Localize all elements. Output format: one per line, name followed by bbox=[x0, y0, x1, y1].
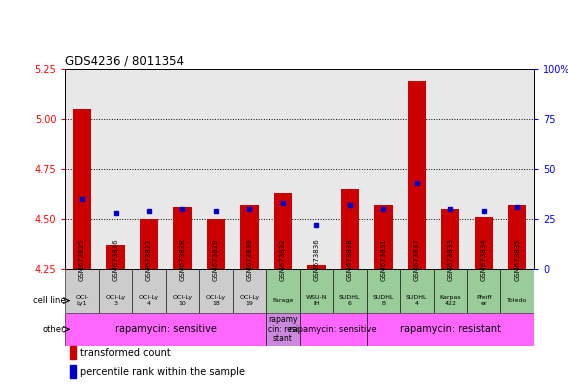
Bar bbox=[374, 205, 392, 269]
Bar bbox=[70, 346, 76, 359]
Text: rapamy
cin: resi
stant: rapamy cin: resi stant bbox=[268, 315, 298, 343]
Text: SUDHL
4: SUDHL 4 bbox=[406, 295, 428, 306]
Bar bbox=[333, 269, 366, 313]
Text: SUDHL
8: SUDHL 8 bbox=[373, 295, 394, 306]
Text: Karpas
422: Karpas 422 bbox=[440, 295, 461, 306]
Text: Farage: Farage bbox=[272, 298, 294, 303]
Text: GSM673829: GSM673829 bbox=[213, 238, 219, 281]
Bar bbox=[132, 269, 166, 313]
Bar bbox=[400, 269, 433, 313]
Bar bbox=[73, 109, 91, 269]
Text: rapamycin: sensitive: rapamycin: sensitive bbox=[115, 324, 216, 334]
Bar bbox=[207, 219, 225, 269]
Bar bbox=[65, 313, 266, 346]
Text: SUDHL
6: SUDHL 6 bbox=[339, 295, 361, 306]
Text: GSM673832: GSM673832 bbox=[280, 238, 286, 281]
Text: other: other bbox=[43, 325, 65, 334]
Bar bbox=[173, 207, 191, 269]
Text: Pfeiff
er: Pfeiff er bbox=[476, 295, 491, 306]
Bar bbox=[500, 269, 534, 313]
Text: GSM673827: GSM673827 bbox=[146, 238, 152, 281]
Bar bbox=[65, 269, 99, 313]
Bar bbox=[106, 245, 125, 269]
Bar bbox=[233, 269, 266, 313]
Bar bbox=[70, 365, 76, 378]
Text: OCI-Ly
19: OCI-Ly 19 bbox=[239, 295, 260, 306]
Bar bbox=[408, 81, 426, 269]
Bar bbox=[99, 269, 132, 313]
Text: OCI-Ly
10: OCI-Ly 10 bbox=[173, 295, 193, 306]
Text: GSM673837: GSM673837 bbox=[414, 238, 420, 281]
Bar bbox=[307, 265, 325, 269]
Text: WSU-N
IH: WSU-N IH bbox=[306, 295, 327, 306]
Text: cell line: cell line bbox=[33, 296, 65, 305]
Text: GDS4236 / 8011354: GDS4236 / 8011354 bbox=[65, 55, 185, 68]
Text: GSM673838: GSM673838 bbox=[347, 238, 353, 281]
Bar bbox=[274, 193, 292, 269]
Bar bbox=[266, 269, 300, 313]
Text: OCI-
Ly1: OCI- Ly1 bbox=[76, 295, 89, 306]
Bar bbox=[199, 269, 233, 313]
Bar bbox=[166, 269, 199, 313]
Bar bbox=[140, 219, 158, 269]
Text: GSM673836: GSM673836 bbox=[314, 238, 319, 281]
Text: rapamycin: resistant: rapamycin: resistant bbox=[400, 324, 501, 334]
Text: GSM673825: GSM673825 bbox=[79, 239, 85, 281]
Text: GSM673828: GSM673828 bbox=[179, 238, 186, 281]
Bar bbox=[366, 313, 534, 346]
Bar bbox=[341, 189, 359, 269]
Bar bbox=[474, 217, 493, 269]
Text: GSM673831: GSM673831 bbox=[381, 238, 386, 281]
Bar bbox=[300, 269, 333, 313]
Text: Toledo: Toledo bbox=[507, 298, 527, 303]
Bar bbox=[300, 313, 366, 346]
Bar bbox=[366, 269, 400, 313]
Bar bbox=[508, 205, 527, 269]
Bar bbox=[467, 269, 500, 313]
Bar bbox=[441, 209, 460, 269]
Text: GSM673833: GSM673833 bbox=[447, 238, 453, 281]
Text: OCI-Ly
3: OCI-Ly 3 bbox=[106, 295, 126, 306]
Bar bbox=[433, 269, 467, 313]
Text: GSM673834: GSM673834 bbox=[481, 238, 487, 281]
Text: GSM673830: GSM673830 bbox=[247, 238, 252, 281]
Bar bbox=[240, 205, 258, 269]
Text: OCI-Ly
18: OCI-Ly 18 bbox=[206, 295, 226, 306]
Bar bbox=[266, 313, 300, 346]
Text: transformed count: transformed count bbox=[80, 348, 171, 358]
Text: percentile rank within the sample: percentile rank within the sample bbox=[80, 367, 245, 377]
Text: rapamycin: sensitive: rapamycin: sensitive bbox=[289, 325, 377, 334]
Text: GSM673835: GSM673835 bbox=[514, 238, 520, 281]
Text: OCI-Ly
4: OCI-Ly 4 bbox=[139, 295, 159, 306]
Text: GSM673826: GSM673826 bbox=[112, 238, 119, 281]
